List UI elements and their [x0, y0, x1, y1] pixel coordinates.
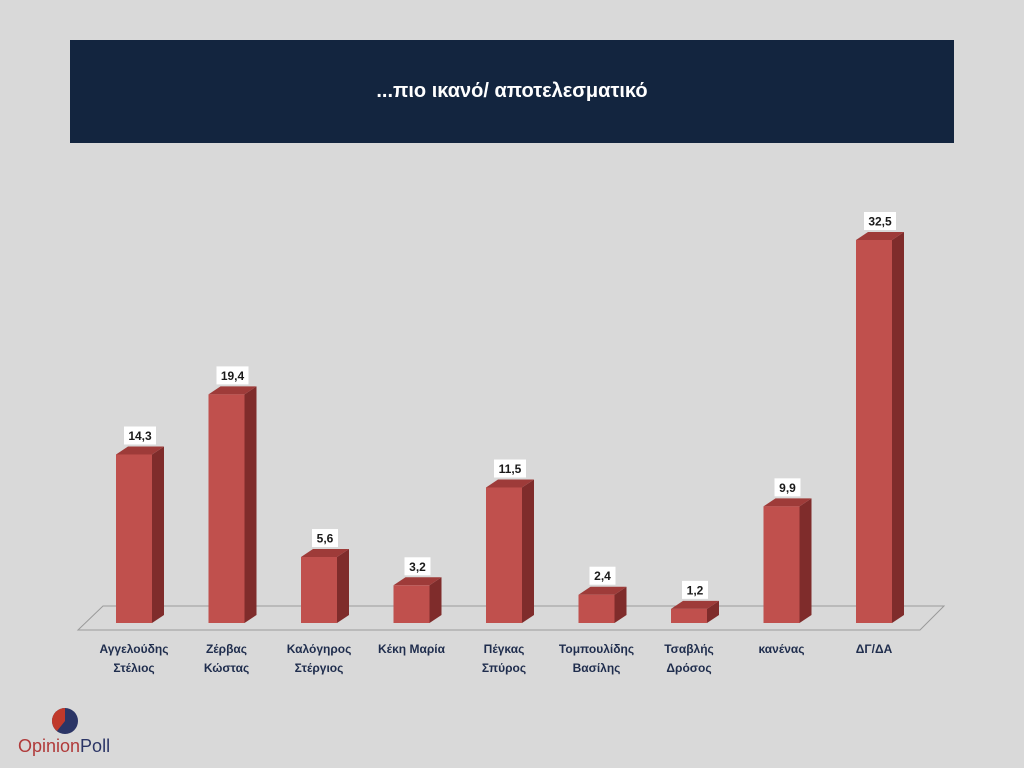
- data-label: 19,4: [221, 369, 245, 383]
- title-banner: ...πιο ικανό/ αποτελεσματικό: [70, 40, 954, 143]
- bar: [671, 608, 707, 623]
- data-label: 1,2: [687, 583, 704, 597]
- bar-top: [393, 577, 442, 586]
- data-label-box: [682, 580, 708, 599]
- bar-side: [799, 498, 812, 623]
- logo-text-opinion: Opinion: [18, 736, 81, 756]
- x-tick-label: Τομπουλίδης: [559, 642, 634, 656]
- bar-top: [301, 549, 349, 558]
- x-tick-label: Κώστας: [204, 661, 249, 675]
- x-tick-label: Βασίλης: [573, 661, 621, 675]
- bar: [763, 506, 800, 623]
- data-label-box: [864, 212, 896, 230]
- bar-top: [763, 498, 812, 507]
- x-tick-label: Σπύρος: [482, 661, 526, 675]
- bar: [856, 240, 892, 623]
- x-tick-label: ΔΓ/ΔΑ: [856, 642, 893, 656]
- bar-side: [892, 232, 904, 623]
- bar-top: [208, 386, 257, 395]
- bar: [393, 585, 430, 623]
- chart-title: ...πιο ικανό/ αποτελεσματικό: [376, 80, 648, 102]
- data-label: 3,2: [409, 560, 426, 574]
- bar-side: [429, 577, 442, 623]
- bar-side: [614, 586, 627, 623]
- x-tick-label: Τσαβλής: [664, 642, 714, 656]
- data-label-box: [774, 478, 801, 497]
- bar-side: [707, 600, 719, 623]
- x-tick-label: Καλόγηρος: [287, 642, 352, 656]
- data-label: 32,5: [868, 215, 892, 229]
- data-label-box: [124, 426, 156, 445]
- data-label-box: [589, 566, 616, 585]
- bar: [301, 557, 337, 623]
- bar-side: [244, 386, 257, 623]
- logo-circle-icon: [52, 708, 78, 734]
- bar-side: [152, 446, 164, 623]
- x-tick-label: Αγγελούδης: [100, 642, 169, 656]
- x-tick-label: Στέργιος: [295, 661, 344, 675]
- bar: [486, 487, 522, 623]
- bar: [208, 394, 245, 623]
- bar-side: [337, 549, 349, 623]
- bar-top: [671, 600, 719, 609]
- bar-top: [578, 586, 627, 595]
- x-tick-label: Στέλιος: [113, 661, 154, 675]
- bar-top: [856, 232, 904, 240]
- data-label-box: [312, 529, 338, 548]
- x-tick-label: Δρόσος: [666, 661, 711, 675]
- logo-text: OpinionPoll: [18, 736, 110, 757]
- x-tick-label: Πέγκας: [484, 642, 525, 656]
- opinionpoll-logo: OpinionPoll: [18, 706, 138, 764]
- bar-side: [522, 479, 534, 623]
- data-label-box: [404, 557, 431, 576]
- data-label-box: [216, 366, 249, 385]
- data-label: 14,3: [128, 429, 152, 443]
- data-label: 11,5: [499, 462, 522, 476]
- logo-text-poll: Poll: [80, 736, 111, 756]
- bar-top: [486, 479, 534, 488]
- data-label: 9,9: [779, 481, 796, 495]
- x-tick-label: Κέκη Μαρία: [378, 642, 446, 656]
- bar: [578, 594, 615, 623]
- data-label: 5,6: [317, 532, 334, 546]
- x-tick-label: Ζέρβας: [206, 642, 247, 656]
- data-label-box: [494, 459, 526, 478]
- bar-top: [116, 446, 164, 455]
- bar: [116, 454, 152, 623]
- data-label: 2,4: [594, 569, 611, 583]
- x-tick-label: κανένας: [758, 642, 804, 656]
